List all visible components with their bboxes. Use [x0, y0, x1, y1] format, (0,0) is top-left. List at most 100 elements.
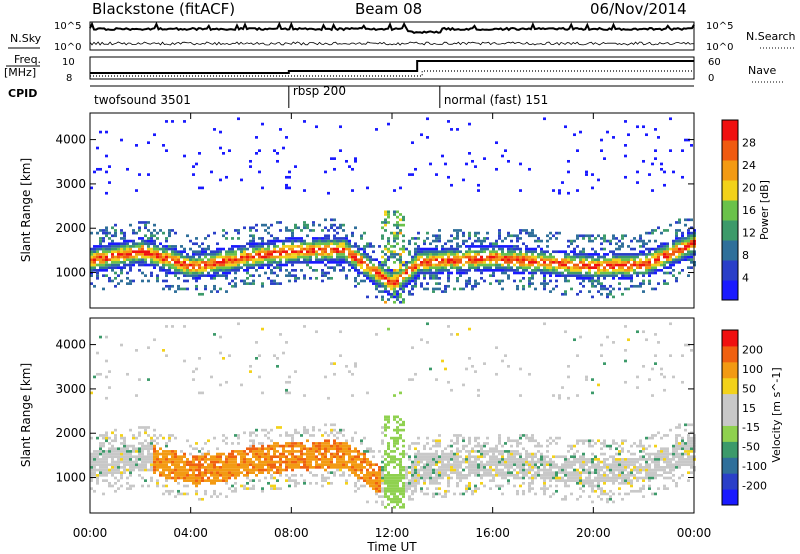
power-cell: [219, 247, 222, 251]
power-cell: [537, 269, 540, 272]
power-cell: [483, 247, 486, 251]
power-cell: [537, 261, 540, 264]
velocity-cell: [141, 458, 144, 461]
velocity-cell: [204, 492, 207, 496]
power-cell: [654, 128, 657, 131]
power-cell: [651, 231, 654, 235]
power-cell: [384, 276, 387, 280]
power-cell: [147, 247, 150, 251]
velocity-cell: [402, 492, 405, 496]
power-cell: [303, 247, 306, 251]
velocity-cell: [147, 444, 150, 448]
velocity-cell: [432, 481, 435, 485]
velocity-cell: [465, 489, 468, 493]
power-cell: [342, 255, 345, 259]
power-cell: [276, 266, 279, 269]
velocity-cell: [432, 476, 435, 480]
velocity-cell: [381, 426, 384, 429]
velocity-cell: [384, 481, 387, 485]
colorbar-tick-label: 8: [742, 249, 749, 262]
velocity-cell: [525, 458, 528, 461]
power-cell: [234, 261, 237, 264]
velocity-cell: [219, 458, 222, 461]
power-cell: [513, 250, 516, 254]
power-cell: [318, 261, 321, 264]
velocity-cell: [273, 463, 276, 467]
velocity-cell: [378, 495, 381, 498]
velocity-cell: [501, 468, 504, 472]
velocity-cell: [516, 476, 519, 480]
power-cell: [174, 231, 177, 235]
power-cell: [297, 245, 300, 248]
power-cell: [165, 247, 168, 251]
power-cell: [90, 231, 93, 235]
power-cell: [612, 276, 615, 280]
power-cell: [354, 266, 357, 269]
velocity-cell: [411, 474, 414, 477]
power-cell: [489, 263, 492, 267]
power-cell: [396, 292, 399, 296]
velocity-cell: [390, 489, 393, 493]
power-cell: [183, 250, 186, 254]
power-cell: [684, 237, 687, 240]
power-cell: [396, 253, 399, 256]
power-cell: [657, 250, 660, 254]
power-cell: [549, 231, 552, 235]
velocity-cell: [219, 468, 222, 472]
power-cell: [510, 255, 513, 259]
power-cell: [666, 255, 669, 259]
power-cell: [393, 269, 396, 272]
power-cell: [138, 261, 141, 264]
velocity-cell: [477, 474, 480, 477]
power-cell: [336, 261, 339, 264]
velocity-cell: [279, 333, 282, 336]
power-cell: [363, 247, 366, 251]
velocity-cell: [372, 471, 375, 474]
power-cell: [159, 242, 162, 246]
power-cell: [102, 274, 105, 277]
power-cell: [690, 242, 693, 246]
power-cell: [531, 261, 534, 264]
velocity-cell: [168, 474, 171, 477]
power-cell: [396, 231, 399, 235]
power-cell: [123, 237, 126, 240]
velocity-cell: [147, 484, 150, 488]
velocity-cell: [375, 476, 378, 480]
power-cell: [687, 242, 690, 246]
velocity-cell: [237, 322, 240, 326]
power-cell: [522, 258, 525, 262]
velocity-cell: [174, 436, 177, 440]
velocity-cell: [384, 489, 387, 493]
power-cell: [285, 274, 288, 277]
power-cell: [135, 231, 138, 235]
power-cell: [432, 271, 435, 275]
velocity-cell: [222, 460, 225, 464]
velocity-cell: [276, 442, 279, 445]
power-cell: [93, 266, 96, 269]
power-cell: [180, 250, 183, 254]
power-cell: [234, 229, 237, 232]
power-cell: [342, 261, 345, 264]
velocity-cell: [90, 468, 93, 472]
velocity-cell: [342, 452, 345, 456]
velocity-cell: [468, 471, 471, 474]
velocity-cell: [303, 428, 306, 432]
velocity-cell: [171, 325, 174, 328]
velocity-cell: [276, 364, 279, 368]
power-cell: [603, 255, 606, 259]
velocity-cell: [141, 455, 144, 459]
power-cell: [192, 173, 195, 176]
power-cell: [480, 276, 483, 280]
power-cell: [306, 226, 309, 230]
power-cell: [291, 234, 294, 238]
power-cell: [222, 261, 225, 264]
power-cell: [600, 242, 603, 246]
power-cell: [663, 170, 666, 174]
power-cell: [285, 183, 288, 187]
power-cell: [210, 250, 213, 254]
velocity-cell: [426, 452, 429, 456]
power-cell: [288, 245, 291, 248]
power-cell: [264, 223, 267, 227]
power-cell: [531, 250, 534, 254]
power-cell: [213, 253, 216, 256]
